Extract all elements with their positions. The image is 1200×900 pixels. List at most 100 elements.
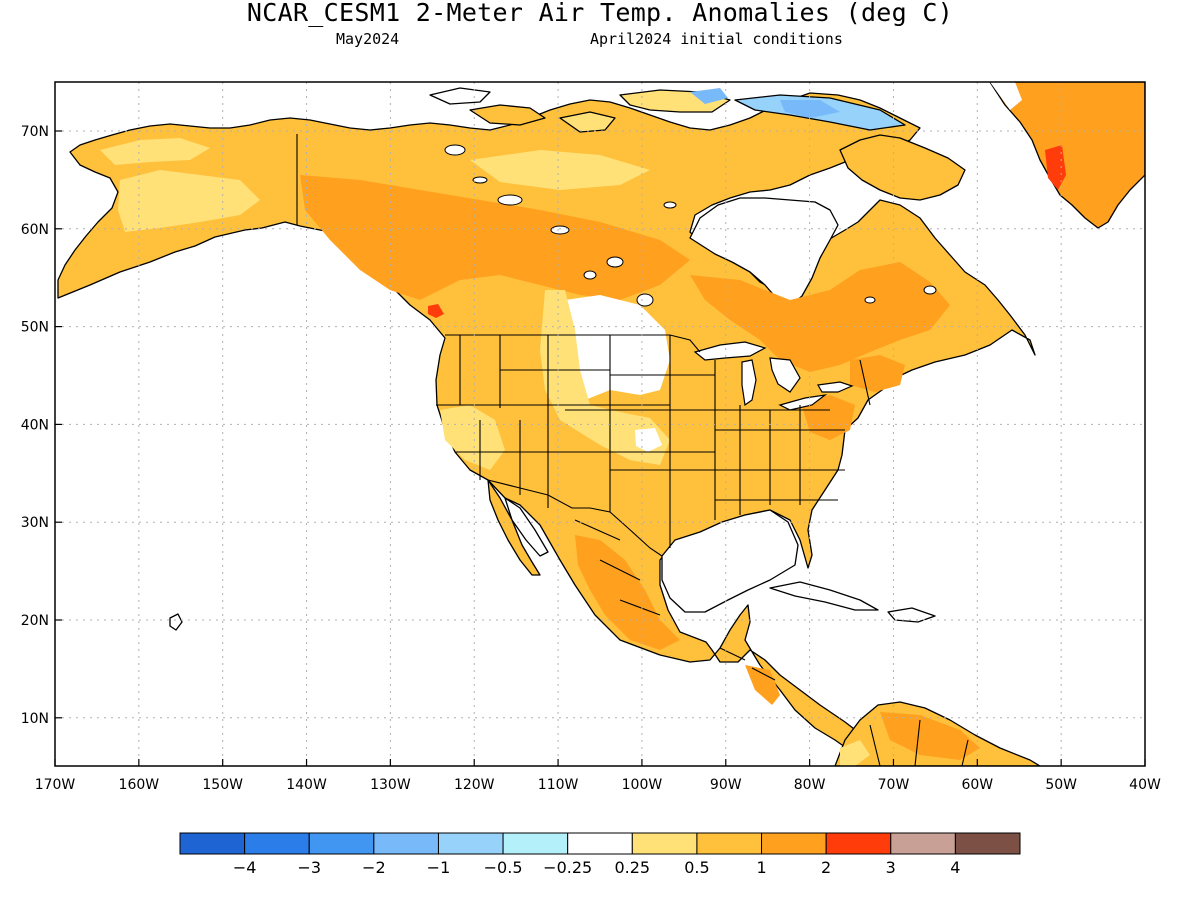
lon-tick-label: 140W — [286, 777, 327, 793]
lake — [606, 256, 624, 268]
lake-michigan — [741, 359, 757, 407]
colorbar-segment — [179, 832, 246, 855]
lat-tick-label: 70N — [21, 124, 49, 140]
colorbar-segment — [502, 832, 569, 855]
state-line — [859, 359, 871, 406]
northeast-strong — [850, 355, 905, 392]
baffin-island — [839, 134, 966, 201]
anomaly-patches — [100, 82, 1066, 766]
central-america-strong — [745, 665, 780, 705]
lake — [550, 225, 570, 235]
lon-tick-label: 110W — [538, 777, 579, 793]
mexico-state-line — [599, 559, 641, 581]
lon-tick-label: 170W — [35, 777, 76, 793]
lake-huron — [769, 357, 801, 393]
lon-tick-label: 70W — [878, 777, 910, 793]
arctic-blue-2 — [780, 100, 840, 118]
arctic-island-4 — [559, 111, 616, 133]
great-plains-neutral — [560, 295, 670, 408]
colorbar-label: −3 — [297, 858, 321, 877]
greenland-north-neutral — [990, 82, 1022, 110]
lake — [923, 285, 937, 295]
lon-tick-label: 100W — [622, 777, 663, 793]
gulf-of-mexico — [661, 509, 799, 613]
alaska-light-anomaly — [118, 170, 260, 232]
canada-strong-anomaly — [300, 175, 690, 300]
colorbar-segment — [890, 832, 956, 855]
alaska-north-light — [100, 138, 210, 165]
colorbar-label: 3 — [886, 858, 896, 877]
lat-tick-label: 40N — [21, 417, 49, 433]
color-scale-legend: −4 −3 −2 −1 −0.5 −0.25 0.25 0.5 1 2 3 4 — [179, 832, 1021, 877]
lon-tick-label: 130W — [370, 777, 411, 793]
colorbar-segment — [954, 832, 1021, 855]
political-boundaries — [296, 134, 969, 766]
colorbar-label: −4 — [233, 858, 257, 877]
colorbar-label: −0.5 — [484, 858, 523, 877]
gulf-of-california — [504, 497, 549, 557]
arctic-blue — [690, 88, 728, 104]
colorbar-label: −1 — [427, 858, 451, 877]
lake — [444, 144, 466, 156]
colorbar-segment — [308, 832, 375, 855]
lon-tick-label: 120W — [454, 777, 495, 793]
mexico-state-line — [574, 519, 621, 541]
great-basin-light — [440, 405, 505, 470]
colorbar-segment — [631, 832, 698, 855]
colorbar-label: 2 — [821, 858, 831, 877]
south-america-strong — [880, 712, 980, 760]
lake — [472, 176, 488, 184]
hawaii — [169, 613, 183, 631]
central-america-border — [719, 647, 746, 661]
colorbar-label: 0.25 — [614, 858, 650, 877]
colorbar-label: −0.25 — [543, 858, 592, 877]
us-mexico-border — [487, 479, 663, 557]
colorbar-label: 4 — [950, 858, 960, 877]
lake-superior — [693, 341, 767, 361]
lake — [663, 201, 677, 209]
longitude-axis: 170W 160W 150W 140W 130W 120W 110W 100W 90W 80W 70… — [35, 759, 1161, 793]
lon-tick-label: 60W — [961, 777, 993, 793]
eastern-us-strong — [800, 395, 855, 440]
lake — [636, 293, 654, 307]
colorbar-segment — [373, 832, 439, 855]
grid-lines — [55, 82, 1145, 766]
colorbar-label: −2 — [362, 858, 386, 877]
colorbar-segment — [696, 832, 763, 855]
greenland — [989, 82, 1145, 229]
lat-tick-label: 60N — [21, 222, 49, 238]
lat-tick-label: 20N — [21, 613, 49, 629]
pacific-nw-red — [428, 304, 444, 318]
colorbar-segment — [761, 832, 827, 855]
south-america-border — [961, 739, 969, 766]
hispaniola — [887, 607, 936, 623]
plains-light-band — [540, 290, 670, 465]
lon-tick-label: 90W — [710, 777, 742, 793]
colorbar-segment — [437, 832, 504, 855]
lon-tick-label: 150W — [202, 777, 243, 793]
south-america-border — [869, 724, 881, 766]
us-canada-border — [445, 334, 701, 353]
lake — [864, 296, 876, 304]
south-america-light — [840, 740, 870, 766]
lat-tick-label: 10N — [21, 711, 49, 727]
hudson-bay — [689, 197, 839, 307]
lon-tick-label: 50W — [1045, 777, 1077, 793]
colorbar-segment — [825, 832, 892, 855]
northern-canada-light — [470, 150, 650, 190]
lon-tick-label: 160W — [119, 777, 160, 793]
mexico-state-line — [619, 599, 661, 616]
quebec-strong-anomaly — [690, 262, 950, 372]
greenland-red — [1045, 145, 1066, 190]
map-title: NCAR_CESM1 2-Meter Air Temp. Anomalies (… — [246, 0, 954, 27]
great-lakes — [693, 341, 854, 411]
lake-erie — [778, 394, 828, 411]
cuba — [769, 581, 879, 611]
colorbar-segment — [567, 832, 633, 855]
central-america-border — [751, 667, 776, 681]
lake — [497, 194, 523, 206]
lake-ontario — [817, 381, 854, 393]
lat-tick-label: 50N — [21, 320, 49, 336]
arctic-island-5 — [429, 87, 491, 105]
